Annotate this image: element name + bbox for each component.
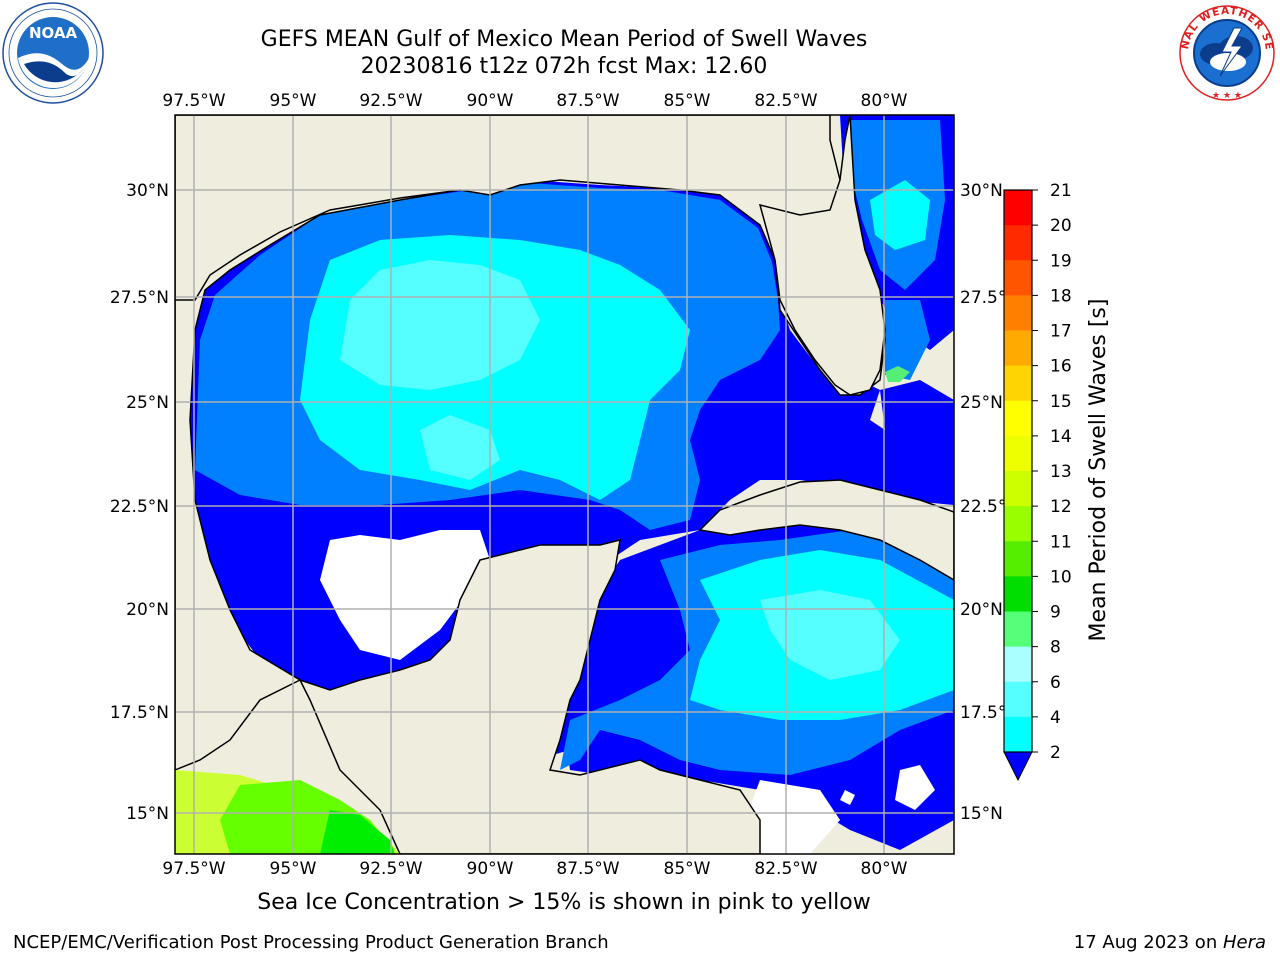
- land-florida: [758, 115, 886, 396]
- footer-host: Hera: [1222, 932, 1266, 953]
- colorbar-segment: [1004, 330, 1032, 367]
- nodata-caribbean-3: [840, 790, 855, 805]
- lat-tick: 17.5°: [960, 703, 1006, 723]
- pacific-swell-10-11s: [320, 810, 395, 854]
- lat-tick: 25°N: [960, 393, 1003, 413]
- svg-text:★ ★ ★: ★ ★ ★: [1212, 91, 1242, 101]
- colorbar-segment: [1004, 681, 1032, 718]
- footer-date-text: 17 Aug 2023 on: [1073, 932, 1223, 953]
- lon-tick: 90°W: [467, 859, 514, 879]
- colorbar-tick-label: 17: [1050, 322, 1072, 342]
- colorbar-segment: [1004, 190, 1032, 226]
- lat-ticks-left: 30°N 27.5°N 25°N 22.5°N 20°N 17.5°N 15°N: [110, 181, 169, 824]
- lon-tick: 97.5°W: [162, 859, 225, 879]
- nodata-campeche: [320, 530, 490, 660]
- atlantic-swell-6-8s: [870, 180, 930, 250]
- lon-tick: 92.5°W: [359, 91, 422, 111]
- colorbar-segment: [1004, 260, 1032, 296]
- lon-ticks-top: 97.5°W 95°W 92.5°W 90°W 87.5°W 85°W 82.5…: [162, 91, 907, 111]
- nodata-caribbean-2: [745, 780, 840, 854]
- colorbar-segment: [1004, 611, 1032, 648]
- colorbar-segment: [1004, 295, 1032, 331]
- colorbar-tick-label: 16: [1050, 357, 1072, 377]
- colorbar-tick-label: 13: [1050, 462, 1072, 482]
- lon-tick: 95°W: [270, 91, 317, 111]
- lon-tick: 80°W: [861, 859, 908, 879]
- colorbar-label: Mean Period of Swell Waves [s]: [1086, 299, 1111, 642]
- colorbar-segment: [1004, 435, 1032, 472]
- land-yucatan: [298, 538, 761, 854]
- colorbar-segment: [1004, 225, 1032, 261]
- lat-tick: 20°N: [960, 600, 1003, 620]
- sea-ice-note: Sea Ice Concentration > 15% is shown in …: [257, 890, 871, 915]
- gulf-swell-8-9s-patch: [420, 415, 500, 480]
- colorbar-tick-label: 9: [1050, 603, 1061, 623]
- footer-date: 17 Aug 2023 on Hera: [1074, 932, 1266, 953]
- colorbar-tick-label: 8: [1050, 638, 1061, 658]
- colorbar-tick-label: 12: [1050, 497, 1072, 517]
- lat-tick: 25°N: [126, 393, 169, 413]
- lat-tick: 22.5°: [960, 497, 1006, 517]
- nodata-caribbean-1: [895, 765, 935, 810]
- colorbar-tick-label: 21: [1050, 181, 1072, 201]
- lat-ticks-right: 30°N 27.5° 25°N 22.5° 20°N 17.5° 15°N: [960, 181, 1006, 824]
- lon-ticks-bottom: 97.5°W 95°W 92.5°W 90°W 87.5°W 85°W 82.5…: [162, 859, 907, 879]
- bahamas-swell-9-10s: [885, 366, 910, 382]
- lon-tick: 85°W: [664, 859, 711, 879]
- lat-tick: 27.5°: [960, 288, 1006, 308]
- map-title: GEFS MEAN Gulf of Mexico Mean Period of …: [260, 27, 868, 52]
- colorbar-segment: [1004, 646, 1032, 683]
- footer-credit: NCEP/EMC/Verification Post Processing Pr…: [13, 932, 609, 953]
- caribbean-swell-8-9s: [760, 590, 900, 680]
- colorbar-tick-label: 15: [1050, 392, 1072, 412]
- lon-tick: 92.5°W: [359, 859, 422, 879]
- bahamas-swell-4-6s: [885, 300, 930, 380]
- colorbar-segment: [1004, 365, 1032, 402]
- lat-tick: 17.5°N: [110, 703, 169, 723]
- lon-tick: 82.5°W: [754, 859, 817, 879]
- lon-tick: 90°W: [467, 91, 514, 111]
- lat-tick: 30°N: [126, 181, 169, 201]
- lon-tick: 87.5°W: [556, 91, 619, 111]
- lat-tick: 30°N: [960, 181, 1003, 201]
- colorbar-tick-label: 2: [1050, 743, 1061, 763]
- noaa-logo: NOAA: [2, 2, 104, 104]
- lon-tick: 82.5°W: [754, 91, 817, 111]
- colorbar-segment: [1004, 576, 1032, 612]
- nws-logo: NATIONAL WEATHER SERVICE ★ ★ ★: [1176, 2, 1276, 102]
- colorbar-tick-label: 14: [1050, 427, 1072, 447]
- lon-tick: 85°W: [664, 91, 711, 111]
- map-subtitle: 20230816 t12z 072h fcst Max: 12.60: [360, 54, 768, 79]
- colorbar: 21 20 19 18 17 16 15 14 13 12 11 10 9 8 6 4 2: [1003, 181, 1072, 782]
- svg-text:NOAA: NOAA: [29, 24, 78, 42]
- colorbar-tick-label: 20: [1050, 216, 1072, 236]
- colorbar-segment: [1004, 400, 1032, 437]
- colorbar-segment: [1004, 471, 1032, 507]
- colorbar-tick-label: 11: [1050, 532, 1072, 552]
- colorbar-tick-label: 4: [1050, 708, 1061, 728]
- lat-tick: 20°N: [126, 600, 169, 620]
- lat-tick: 27.5°N: [110, 288, 169, 308]
- lon-tick: 97.5°W: [162, 91, 225, 111]
- colorbar-segment: [1004, 541, 1032, 577]
- colorbar-tick-label: 6: [1050, 673, 1061, 693]
- colorbar-segment: [1004, 716, 1032, 753]
- lon-tick: 87.5°W: [556, 859, 619, 879]
- colorbar-extend: [1003, 751, 1033, 782]
- lon-tick: 80°W: [861, 91, 908, 111]
- colorbar-tick-label: 18: [1050, 286, 1072, 306]
- lat-tick: 15°N: [126, 804, 169, 824]
- colorbar-segment: [1004, 506, 1032, 542]
- graticule: [175, 115, 954, 854]
- lat-tick: 22.5°N: [110, 497, 169, 517]
- colorbar-tick-label: 10: [1050, 567, 1072, 587]
- land-cuba: [698, 479, 954, 581]
- lat-tick: 15°N: [960, 804, 1003, 824]
- map-frame: [174, 114, 955, 855]
- lon-tick: 95°W: [270, 859, 317, 879]
- colorbar-tick-label: 19: [1050, 251, 1072, 271]
